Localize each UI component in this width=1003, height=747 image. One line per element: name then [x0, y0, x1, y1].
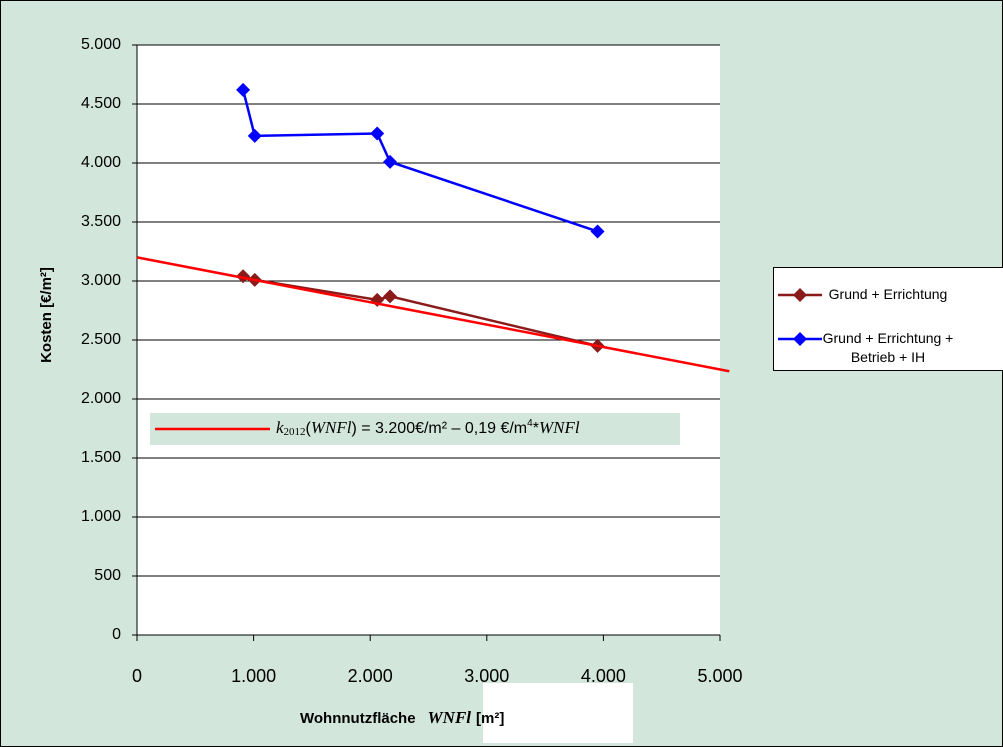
x-tick-label: 3.000	[464, 666, 509, 686]
trendline	[136, 256, 730, 373]
x-label-part: WNFl	[428, 708, 472, 727]
legend: Grund + Errichtung Grund + Errichtung + B…	[773, 267, 1003, 371]
legend-item: Grund + Errichtung	[778, 285, 954, 305]
plot: 0 500 1.000 1.500 2.000 2.500 3.000 3.500 4.000 4…	[81, 36, 743, 686]
y-tick-label: 3.000	[81, 272, 121, 289]
annotation-part: *	[533, 420, 539, 437]
annotation-part: ) = 3.200€/m² – 0,19 €/m	[351, 420, 527, 437]
x-tick-label: 5.000	[697, 666, 742, 686]
annotation: k2012(WNFl) = 3.200€/m² – 0,19 €/m4*WNFl	[276, 418, 580, 438]
annotation-part: WNFl	[539, 418, 580, 437]
x-label-part: Wohnnutzfläche	[300, 710, 416, 727]
x-tick-label: 2.000	[348, 666, 393, 686]
marker	[590, 224, 605, 239]
marker	[236, 269, 251, 284]
y-tick-label: 500	[94, 567, 121, 584]
legend-swatch	[778, 288, 822, 302]
x-axis-label: Wohnnutzfläche WNFl [m²]	[300, 708, 504, 727]
x-label-part: [m²]	[476, 710, 504, 727]
annotation-part: k	[276, 418, 284, 437]
annotation-part: WNFl	[311, 418, 352, 437]
y-tick-label: 1.000	[81, 508, 121, 525]
legend-swatch	[778, 332, 822, 346]
y-tick-label: 3.500	[81, 213, 121, 230]
x-tick-label: 0	[132, 666, 142, 686]
annotation-part: 2012	[284, 426, 306, 438]
y-tick-label: 5.000	[81, 36, 121, 53]
annotation-part: (	[306, 420, 312, 437]
y-tick-label: 4.500	[81, 95, 121, 112]
y-tick-label: 0	[112, 626, 121, 643]
legend-label: Grund + Errichtung + Betrieb + IH	[822, 330, 954, 365]
y-tick-label: 2.000	[81, 390, 121, 407]
marker	[370, 126, 385, 141]
marker	[247, 128, 262, 143]
y-axis-label: Kosten [€/m²]	[38, 267, 55, 363]
marker	[236, 82, 251, 97]
legend-item: Grund + Errichtung + Betrieb + IH	[778, 329, 954, 367]
y-tick-label: 1.500	[81, 449, 121, 466]
marker	[383, 289, 398, 304]
y-tick-label: 4.000	[81, 154, 121, 171]
x-tick-label: 1.000	[231, 666, 276, 686]
x-tick-label: 4.000	[581, 666, 626, 686]
x-label-box	[483, 683, 633, 743]
y-tick-label: 2.500	[81, 331, 121, 348]
marker	[383, 154, 398, 169]
legend-label: Grund + Errichtung	[828, 286, 948, 302]
annotation-part: 4	[527, 418, 533, 429]
